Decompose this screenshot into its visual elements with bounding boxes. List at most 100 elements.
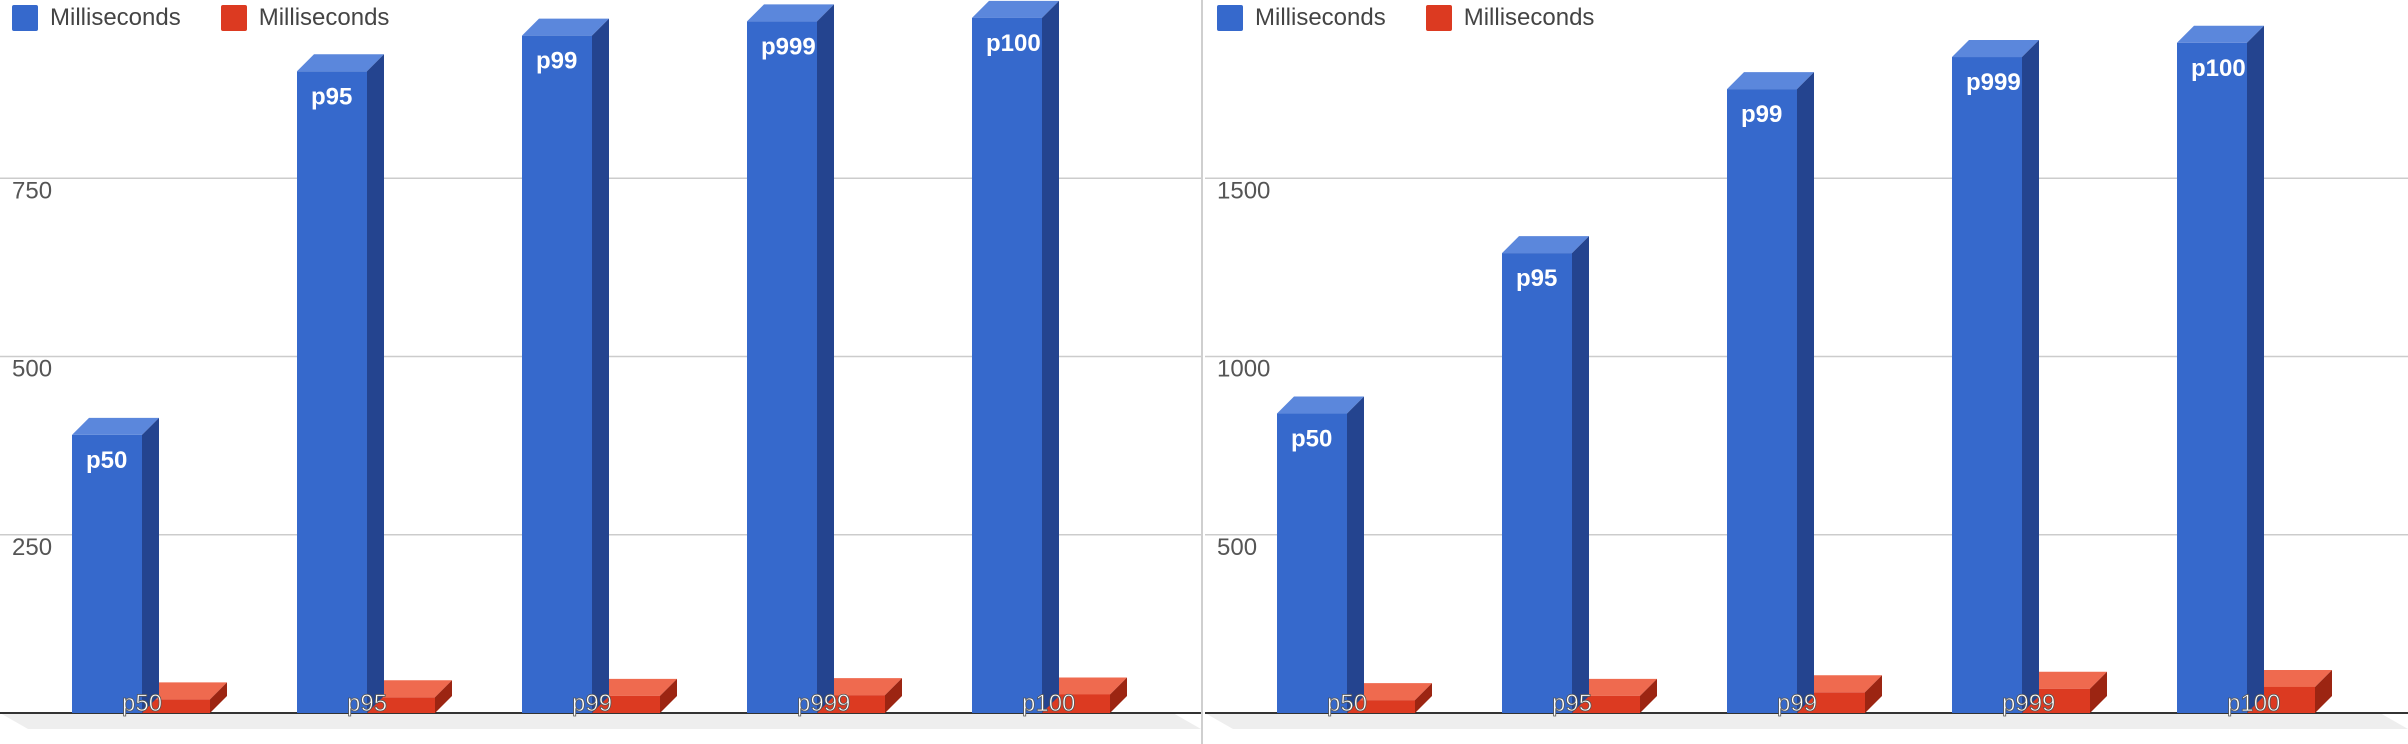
legend: Milliseconds Milliseconds xyxy=(1217,0,1594,36)
bar-chart-right: 500 1000 1500 p50 p50 p95 p95 p99 p99 p999 p999 p10… xyxy=(1205,25,2408,729)
bar-data-label: p100 xyxy=(1022,690,1075,717)
bar-data-label: p99 xyxy=(1777,690,1817,717)
bar-chart-left: 250 500 750 p50 p50 p95 p95 p99 p99 p999 p999 p100 p… xyxy=(0,0,1201,729)
bar-red-top xyxy=(365,680,452,698)
bar-red xyxy=(140,699,210,713)
y-tick-label: 1000 xyxy=(1217,356,1270,383)
bar-blue-side xyxy=(367,54,384,714)
bar-data-label: p999 xyxy=(1966,69,2021,96)
y-tick-label: 250 xyxy=(12,534,52,561)
bar-red xyxy=(1570,695,1640,713)
bar-data-label: p50 xyxy=(1327,690,1367,717)
legend-item-series-2[interactable]: Milliseconds xyxy=(220,4,390,32)
bar-data-label: p999 xyxy=(797,690,850,717)
bar-blue xyxy=(1727,89,1797,713)
bar-red xyxy=(1040,694,1110,713)
bar-blue-top xyxy=(1727,72,1814,90)
legend-label: Milliseconds xyxy=(258,4,390,31)
bar-red-side xyxy=(1415,683,1432,713)
bar-blue xyxy=(297,71,367,714)
legend-item-series-1[interactable]: Milliseconds xyxy=(1217,4,1386,32)
bar-red-top xyxy=(590,678,677,696)
bar-blue-top xyxy=(522,18,609,36)
bar-red-side xyxy=(1110,677,1127,713)
bar-blue xyxy=(747,21,817,713)
bar-blue-side xyxy=(1572,236,1589,714)
bar-blue xyxy=(1277,413,1347,713)
legend-swatch-red xyxy=(220,5,247,31)
bar-blue-top xyxy=(1502,236,1589,254)
bar-data-label: p99 xyxy=(1741,101,1782,128)
chart-floor xyxy=(0,713,1201,729)
bar-blue-side xyxy=(1347,396,1364,713)
bar-data-label: p50 xyxy=(122,690,162,717)
bar-red-top xyxy=(1345,683,1432,701)
bar-data-label: p50 xyxy=(86,447,127,474)
bar-red-side xyxy=(660,678,677,713)
bar-blue-side xyxy=(142,417,159,713)
bar-blue xyxy=(522,35,592,713)
bar-red-top xyxy=(2020,671,2107,689)
legend-swatch-blue xyxy=(12,5,38,31)
y-tick-label: 500 xyxy=(12,356,52,383)
bar-data-label: p95 xyxy=(1516,265,1557,292)
bar-blue-side xyxy=(2022,40,2039,714)
bar-red-side xyxy=(1865,675,1882,713)
legend-label: Milliseconds xyxy=(1463,4,1595,31)
bar-blue xyxy=(1952,57,2022,714)
legend-swatch-red xyxy=(1425,5,1452,31)
bar-red-top xyxy=(2245,669,2332,687)
bar-data-label: p95 xyxy=(311,83,352,110)
bar-blue-side xyxy=(1797,72,1814,713)
legend-label: Milliseconds xyxy=(1255,4,1386,31)
chart-panel-right: Milliseconds Milliseconds 500 1000 1500 p50… xyxy=(1205,0,2408,744)
bar-red-side xyxy=(2315,669,2332,713)
bar-data-label: p100 xyxy=(2227,690,2280,717)
bar-red xyxy=(590,695,660,713)
bar-red-side xyxy=(210,682,227,713)
y-tick-label: 750 xyxy=(12,177,52,204)
y-tick-label: 500 xyxy=(1217,534,1257,561)
legend-label: Milliseconds xyxy=(50,4,181,31)
legend-item-series-2[interactable]: Milliseconds xyxy=(1425,4,1595,32)
bar-red xyxy=(365,697,435,713)
bar-blue xyxy=(972,17,1042,713)
bar-data-label: p50 xyxy=(1291,426,1332,453)
bar-data-label: p100 xyxy=(986,30,1041,57)
bar-red-side xyxy=(2090,671,2107,713)
bar-data-label: p100 xyxy=(2191,55,2246,82)
chart-floor xyxy=(1205,713,2408,729)
bar-data-label: p999 xyxy=(2002,690,2055,717)
legend: Milliseconds Milliseconds xyxy=(12,0,389,36)
bar-data-label: p999 xyxy=(761,33,816,60)
bar-blue xyxy=(72,434,142,713)
bar-red-top xyxy=(140,682,227,700)
bar-red-side xyxy=(885,678,902,713)
bar-blue xyxy=(1502,253,1572,714)
bar-blue-top xyxy=(1277,396,1364,414)
bar-red-top xyxy=(1570,678,1657,696)
bar-blue-top xyxy=(2177,25,2264,43)
bar-blue-top xyxy=(72,417,159,435)
bar-data-label: p95 xyxy=(347,690,387,717)
bar-red-top xyxy=(815,678,902,696)
bar-red-top xyxy=(1040,677,1127,695)
bar-blue-top xyxy=(972,0,1059,18)
y-tick-label: 1500 xyxy=(1217,177,1270,204)
bar-blue-side xyxy=(1042,0,1059,713)
legend-item-series-1[interactable]: Milliseconds xyxy=(12,4,181,32)
bar-data-label: p99 xyxy=(572,690,612,717)
bar-data-label: p99 xyxy=(536,48,577,75)
bar-red xyxy=(1345,700,1415,713)
bar-blue-side xyxy=(817,4,834,713)
bar-data-label: p95 xyxy=(1552,690,1592,717)
bar-blue-side xyxy=(2247,25,2264,713)
bar-blue-top xyxy=(297,54,384,72)
bar-red-side xyxy=(1640,678,1657,713)
bar-red-top xyxy=(1795,675,1882,693)
bar-red-side xyxy=(435,680,452,713)
bar-red xyxy=(815,695,885,713)
chart-panel-left: Milliseconds Milliseconds 250 500 750 p50 p5… xyxy=(0,0,1203,744)
bar-blue xyxy=(2177,42,2247,713)
bar-blue-top xyxy=(1952,40,2039,58)
